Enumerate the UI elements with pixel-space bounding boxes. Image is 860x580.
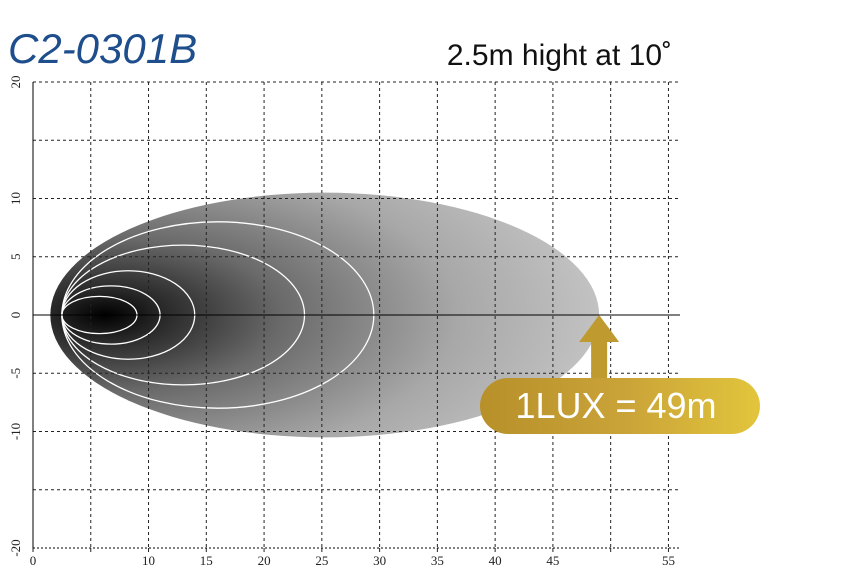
x-tick-label: 55 [662,553,675,568]
y-tick-label: -20 [8,539,23,556]
chart-subtitle: 2.5m hight at 10˚ [447,39,672,72]
y-tick-label: 5 [8,254,23,261]
annotation-label: 1LUX = 49m [515,385,716,426]
y-tick-label: 0 [8,312,23,319]
chart-title: C2-0301B [8,25,197,72]
x-tick-label: 25 [315,553,328,568]
y-tick-label: -5 [8,368,23,379]
y-tick-label: 20 [8,76,23,89]
y-tick-label: -10 [8,423,23,440]
x-tick-label: 30 [373,553,386,568]
x-tick-label: 35 [431,553,444,568]
x-tick-label: 10 [142,553,155,568]
x-tick-label: 15 [200,553,213,568]
x-tick-label: 20 [258,553,271,568]
x-tick-label: 45 [546,553,559,568]
annotation-pill [480,378,760,434]
x-tick-label: 40 [489,553,502,568]
y-tick-label: 10 [8,192,23,205]
annotation-arrow [579,315,620,385]
x-tick-label: 0 [30,553,37,568]
